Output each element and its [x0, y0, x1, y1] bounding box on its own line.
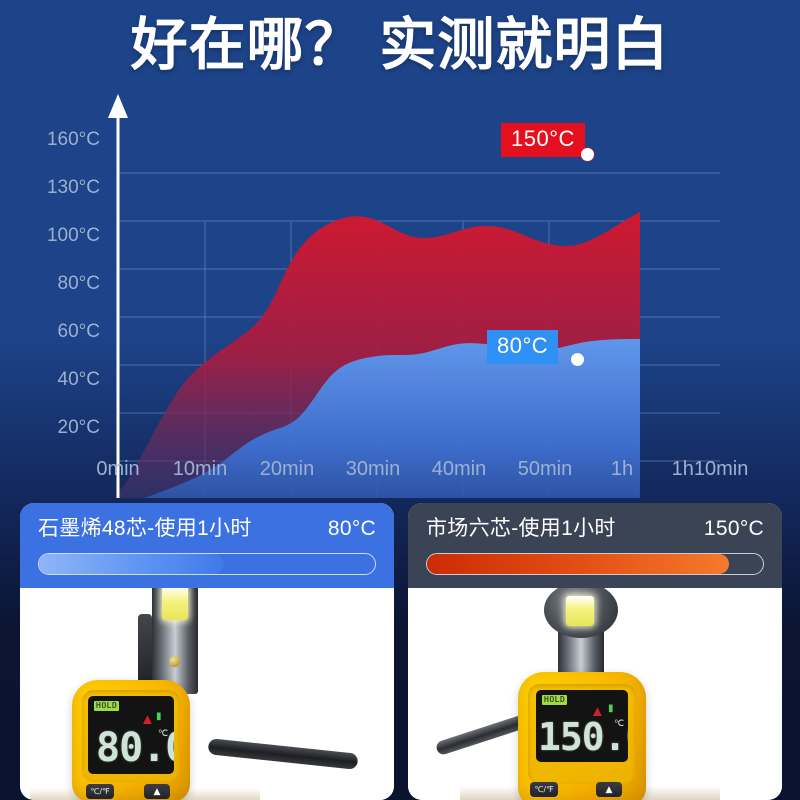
- y-axis-ticks: 160°C 130°C 100°C 80°C 60°C 40°C 20°C: [0, 88, 100, 498]
- y-tick-130: 130°C: [46, 177, 100, 198]
- marker-hot-endpoint: [581, 148, 594, 161]
- battery-icon-right: ▮: [608, 703, 614, 714]
- x-tick-1h10min: 1h10min: [671, 458, 749, 480]
- marker-cool-endpoint: [571, 353, 584, 366]
- y-tick-60: 60°C: [57, 321, 100, 342]
- card-market-temp: 150°C: [703, 517, 764, 540]
- y-tick-160: 160°C: [46, 129, 100, 150]
- thermometer-device-right: HOLD ▲ ▮ 150.0 ℃ ℃/℉ ▲: [434, 588, 740, 800]
- card-market[interactable]: 市场六芯-使用1小时 150°C: [408, 503, 782, 800]
- lcd-unit-right: ℃: [614, 719, 625, 729]
- y-tick-80: 80°C: [57, 273, 100, 294]
- x-tick-40min: 40min: [431, 458, 487, 480]
- y-tick-40: 40°C: [57, 369, 100, 390]
- laser-key-left[interactable]: ▲: [144, 784, 170, 799]
- cable-left: [207, 738, 359, 770]
- temperature-chart: 160°C 130°C 100°C 80°C 60°C 40°C 20°C 0m…: [0, 88, 800, 498]
- x-axis-ticks: 0min 10min 20min 30min 40min 50min 1h 1h…: [0, 458, 800, 498]
- card-market-header: 市场六芯-使用1小时 150°C: [408, 503, 782, 588]
- lcd-hold-label-right: HOLD: [542, 695, 568, 705]
- probe-grip-left: [138, 614, 152, 686]
- probe-led-right: [566, 596, 594, 626]
- x-tick-0min: 0min: [96, 458, 140, 480]
- lcd-hold-label-left: HOLD: [94, 701, 120, 711]
- lcd-unit-left: ℃: [158, 729, 169, 739]
- laser-icon-left: ▲: [140, 711, 155, 728]
- card-graphene-gauge-fill: [39, 554, 224, 574]
- comparison-cards: 石墨烯48芯-使用1小时 80°C: [0, 503, 800, 800]
- page-title: 好在哪？ 实测就明白: [0, 8, 800, 82]
- x-tick-1h: 1h: [610, 458, 634, 480]
- lcd-reading-left: 80.0: [96, 725, 174, 771]
- laser-key-right[interactable]: ▲: [596, 782, 622, 797]
- x-tick-10min: 10min: [172, 458, 228, 480]
- probe-led-left: [162, 588, 188, 620]
- probe-screw-left: [169, 656, 180, 667]
- thermometer-device-left: HOLD ▲ ▮ 80.0 ℃ ℃/℉ ▲: [30, 588, 359, 800]
- card-graphene-photo: HOLD ▲ ▮ 80.0 ℃ ℃/℉ ▲: [20, 588, 394, 800]
- badge-hot-temperature: 150°C: [501, 123, 585, 157]
- lcd-screen-right: HOLD ▲ ▮ 150.0 ℃: [536, 690, 628, 762]
- y-tick-20: 20°C: [57, 417, 100, 438]
- laser-icon-right: ▲: [590, 703, 605, 720]
- card-market-name: 市场六芯-使用1小时: [426, 517, 616, 540]
- lcd-screen-left: HOLD ▲ ▮ 80.0 ℃: [88, 696, 174, 774]
- chart-axes: [116, 110, 120, 498]
- x-tick-30min: 30min: [345, 458, 401, 480]
- card-graphene-name: 石墨烯48芯-使用1小时: [38, 517, 252, 540]
- card-graphene-temp: 80°C: [327, 517, 376, 540]
- badge-cool-temperature: 80°C: [487, 330, 559, 364]
- battery-icon-left: ▮: [156, 711, 162, 722]
- card-market-gauge-fill: [427, 554, 730, 574]
- card-graphene[interactable]: 石墨烯48芯-使用1小时 80°C: [20, 503, 394, 800]
- card-market-gauge: [426, 553, 764, 575]
- x-tick-50min: 50min: [517, 458, 573, 480]
- card-graphene-gauge: [38, 553, 376, 575]
- lcd-reading-right: 150.0: [538, 715, 628, 759]
- series-area-cool: [144, 339, 640, 498]
- y-tick-100: 100°C: [46, 225, 100, 246]
- card-market-photo: HOLD ▲ ▮ 150.0 ℃ ℃/℉ ▲: [408, 588, 782, 800]
- unit-toggle-key-left[interactable]: ℃/℉: [86, 784, 114, 799]
- card-graphene-header: 石墨烯48芯-使用1小时 80°C: [20, 503, 394, 588]
- x-tick-20min: 20min: [259, 458, 315, 480]
- page-title-text: 好在哪？ 实测就明白: [130, 13, 670, 77]
- chart-canvas: [108, 94, 720, 498]
- unit-toggle-key-right[interactable]: ℃/℉: [530, 782, 558, 797]
- y-axis-arrow: [108, 94, 128, 118]
